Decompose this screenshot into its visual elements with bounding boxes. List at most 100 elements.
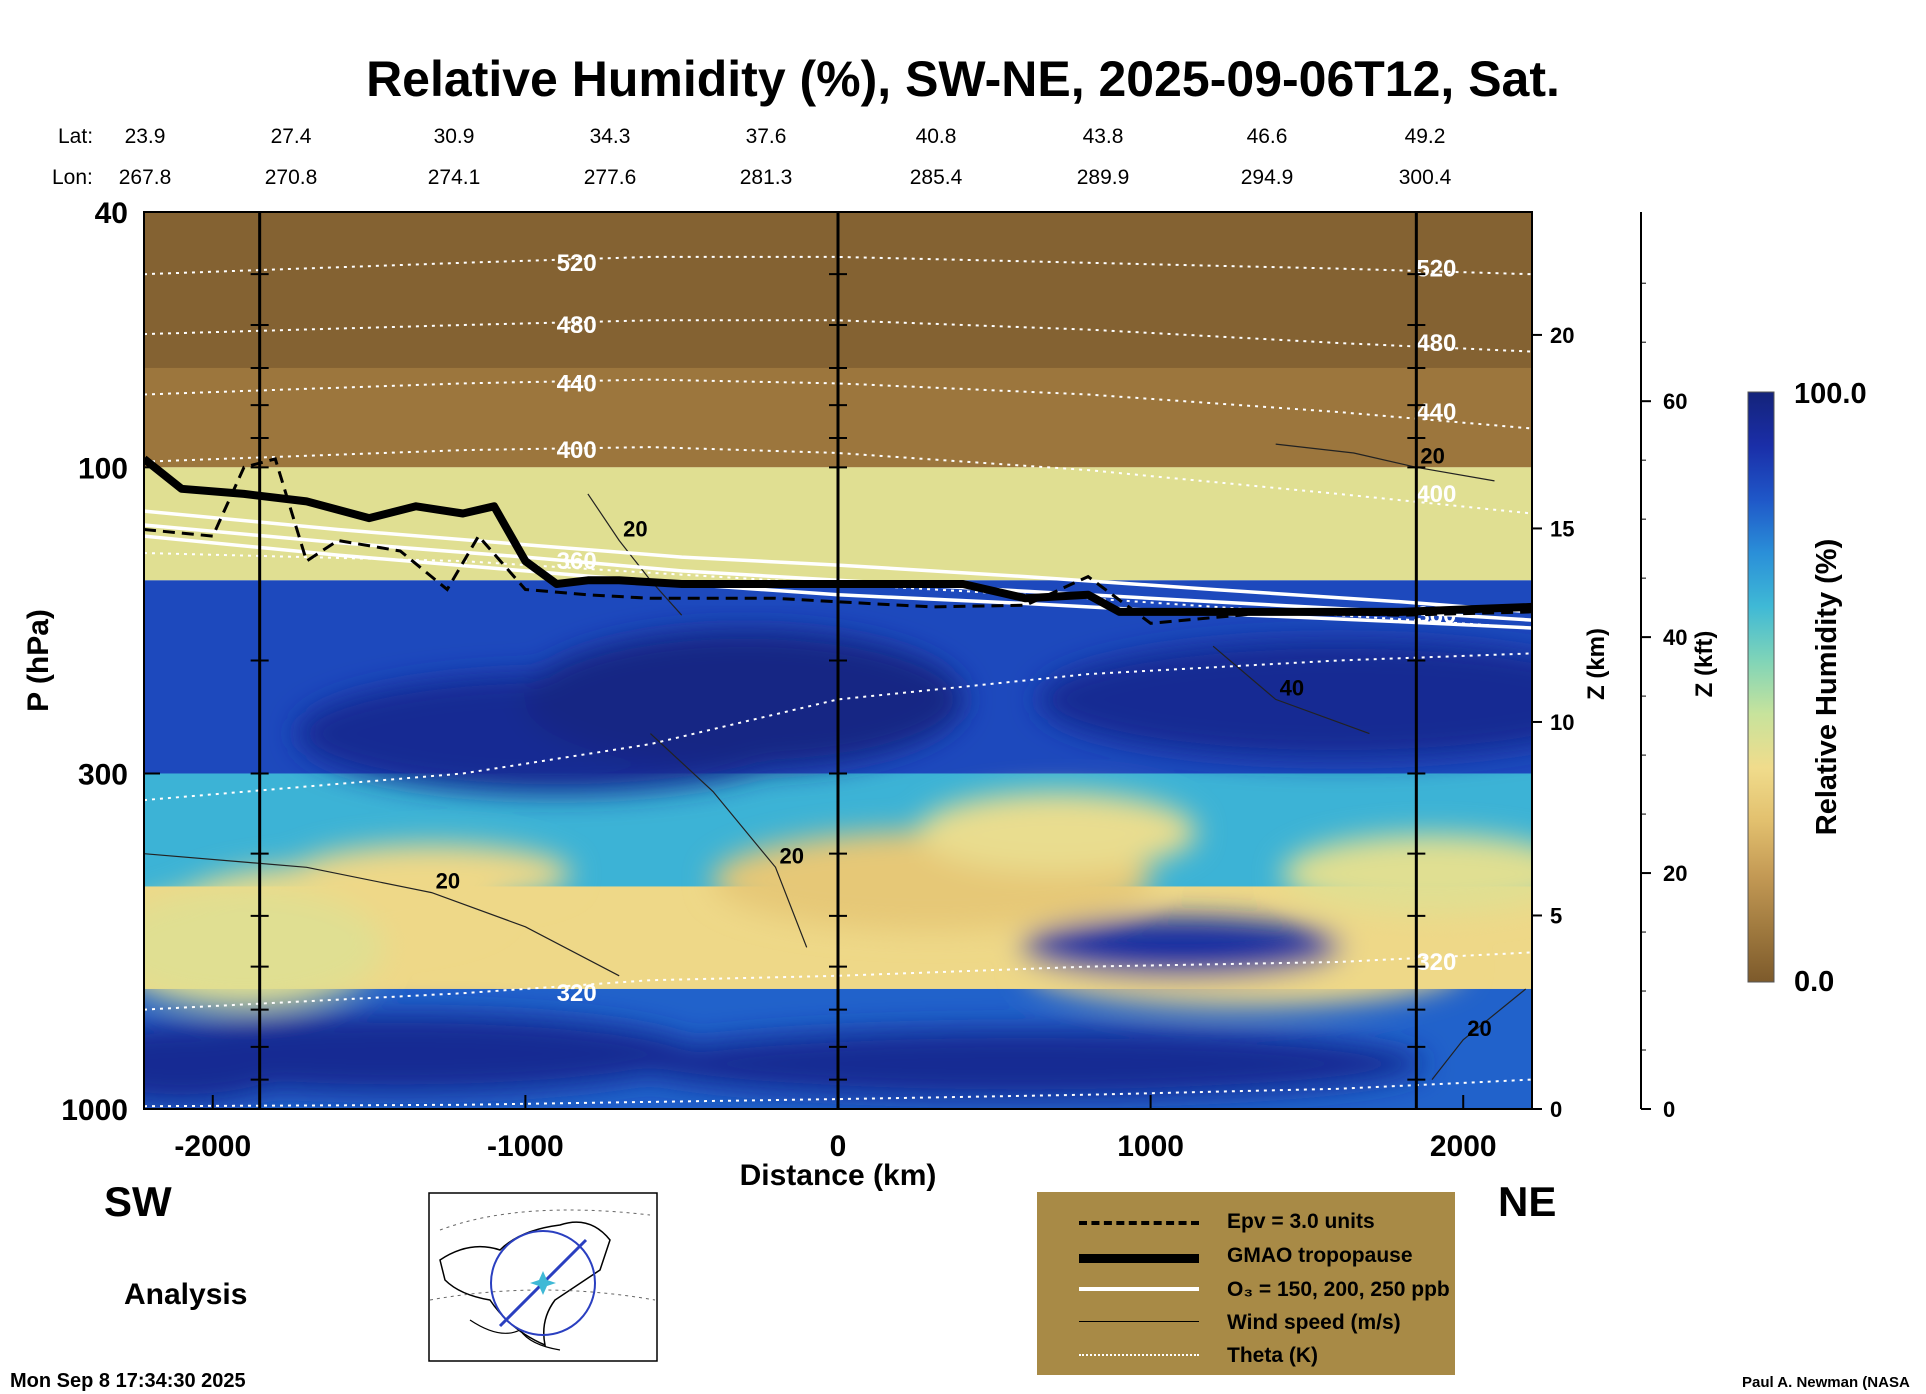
locator-map [428,1192,658,1362]
theta-contour-label: 480 [557,312,597,339]
legend-tropopause-swatch [1079,1254,1199,1263]
axes-layer: -2000 -1000 0 1000 2000401003001000Distance … [22,197,1718,1192]
rh-blob [1282,833,1532,914]
zkm-tick-label: 5 [1550,903,1562,928]
map-graticule [429,1209,656,1301]
lat-value: 27.4 [270,125,312,148]
legend-box: Epv = 3.0 units GMAO tropopause O₃ = 150… [1037,1192,1455,1375]
wind-contour [587,493,683,616]
wind-contour [1212,645,1370,735]
rh-blob [916,791,1197,872]
wind-contour-label: 20 [1420,443,1444,468]
y-tick-label: 40 [95,197,128,230]
legend-ozone-label: O₃ = 150, 200, 250 ppb [1227,1278,1450,1301]
x-tick-label: 2000 [1430,1130,1497,1163]
colorbar: Relative Humidity (%) [1747,391,1843,983]
analysis-label: Analysis [124,1278,248,1311]
wind-contour-label: 20 [779,843,803,868]
map-coastline [439,1221,611,1347]
lon-value: 289.9 [1076,166,1130,189]
rh-blob [625,1028,1426,1099]
zkft-tick-label: 20 [1663,861,1687,886]
theta-contour-label: 440 [557,370,597,397]
rh-blob [524,629,965,770]
lat-value: 49.2 [1404,125,1446,148]
lon-value: 281.3 [739,166,793,189]
lon-value: 274.1 [427,166,481,189]
ne-label: NE [1498,1178,1557,1225]
theta-contour [144,255,1532,276]
y-axis-label: P (hPa) [22,609,55,712]
zkft-axis-label: Z (kft) [1691,631,1718,698]
tropopause-line [144,455,1532,616]
lon-value: 294.9 [1240,166,1294,189]
timestamp: Mon Sep 8 17:34:30 2025 [10,1370,246,1392]
legend-theta-swatch [1079,1354,1199,1356]
zkm-tick-label: 20 [1550,323,1574,348]
wind-contour [1431,988,1527,1080]
theta-contour-label: 320 [1416,949,1456,976]
lat-value: 37.6 [745,125,787,148]
theta-contour-label: 520 [1416,256,1456,283]
theta-contour [144,1078,1532,1108]
zkm-tick-label: 15 [1550,516,1574,541]
x-tick-label: 0 [830,1130,847,1163]
y-tick-label: 300 [78,758,128,791]
wind-contour-label: 20 [623,516,647,541]
legend-wind-swatch [1079,1321,1199,1322]
theta-contour-label: 440 [1416,399,1456,426]
theta-contour-label: 400 [557,437,597,464]
rh-blob [1038,639,1532,760]
y-tick-label: 1000 [61,1094,128,1127]
zkft-tick-label: 40 [1663,625,1687,650]
colorbar-min-label: 0.0 [1794,966,1835,998]
lat-value: 23.9 [124,125,166,148]
legend-ozone-swatch [1079,1287,1199,1291]
theta-contour-label: 400 [1416,481,1456,508]
chart-title: Relative Humidity (%), SW-NE, 2025-09-06… [366,51,1560,107]
lat-value: 34.3 [589,125,631,148]
theta-contour-label: 480 [1416,330,1456,357]
legend-tropopause-label: GMAO tropopause [1227,1244,1413,1267]
lat-value: 43.8 [1082,125,1124,148]
lon-value: 270.8 [264,166,318,189]
lat-value: 46.6 [1246,125,1288,148]
x-axis-label: Distance (km) [740,1159,937,1192]
wind-contour [649,733,808,948]
theta-contour-label: 520 [557,250,597,277]
wind-contour-label: 20 [1467,1016,1491,1041]
x-tick-label: -1000 [487,1130,564,1163]
lat-row-label: Lat: [58,125,94,148]
y-tick-label: 100 [78,452,128,485]
legend-theta-label: Theta (K) [1227,1344,1318,1367]
theta-contour [144,319,1532,353]
wind-contour-label: 20 [436,869,460,894]
legend-epv-label: Epv = 3.0 units [1227,1210,1375,1233]
wind-contour [1275,443,1495,482]
rh-blob [1021,917,1342,978]
wind-contour [144,853,620,977]
wind-contour-label: 40 [1280,675,1304,700]
sw-label: SW [104,1178,172,1225]
zkm-tick-label: 10 [1550,710,1574,735]
map-center-star-icon [530,1271,556,1295]
zkft-tick-label: 60 [1663,389,1687,414]
zkm-axis-label: Z (km) [1583,628,1610,700]
epv-contour [144,457,1532,625]
lon-value: 300.4 [1398,166,1452,189]
rh-blob [144,1023,302,1104]
x-tick-label: -2000 [174,1130,251,1163]
zkft-tick-label: 0 [1663,1097,1675,1122]
colorbar-ramp [1747,391,1775,983]
legend-epv-swatch [1079,1221,1199,1225]
zkm-tick-label: 0 [1550,1097,1562,1122]
rh-blobs [144,629,1532,1104]
lon-value: 267.8 [118,166,172,189]
lon-value: 277.6 [583,166,637,189]
rh-blob [291,843,572,904]
theta-contour [144,652,1532,802]
rh-blob [144,887,384,1008]
lon-value: 285.4 [909,166,963,189]
theta-contour-label: 320 [557,980,597,1007]
